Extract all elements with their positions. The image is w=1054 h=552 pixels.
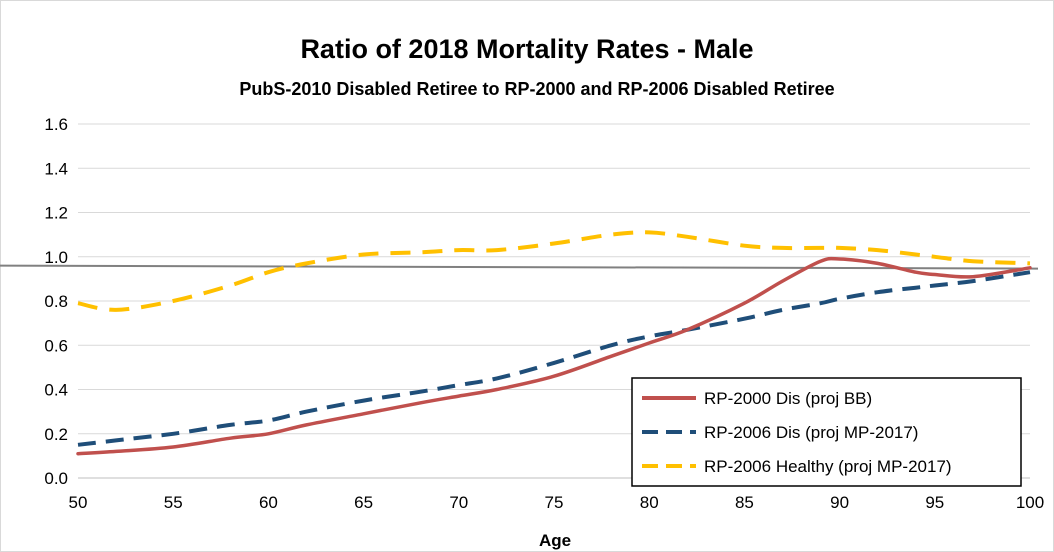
series-lines: [76, 230, 1032, 456]
y-tick-label: 0.0: [44, 469, 68, 488]
x-tick-label: 100: [1016, 493, 1044, 512]
chart-title: Ratio of 2018 Mortality Rates - Male: [300, 34, 753, 64]
legend-items: RP-2000 Dis (proj BB) RP-2006 Dis (proj M…: [642, 389, 952, 476]
y-tick-label: 0.8: [44, 292, 68, 311]
x-axis-label: Age: [539, 531, 571, 550]
x-tick-label: 50: [69, 493, 88, 512]
y-axis-ticks: 0.0 0.2 0.4 0.6 0.8 1.0 1.2 1.4 1.6: [44, 115, 68, 488]
legend-box: [631, 377, 1022, 487]
y-tick-label: 1.4: [44, 159, 68, 178]
chart-subtitle: PubS-2010 Disabled Retiree to RP-2000 an…: [239, 79, 834, 99]
x-tick-label: 60: [259, 493, 278, 512]
x-tick-label: 70: [449, 493, 468, 512]
x-tick-label: 95: [925, 493, 944, 512]
legend-label-2: RP-2006 Dis (proj MP-2017): [704, 423, 918, 442]
y-tick-label: 1.6: [44, 115, 68, 134]
x-tick-label: 90: [830, 493, 849, 512]
y-tick-label: 1.2: [44, 204, 68, 223]
y-tick-label: 0.2: [44, 425, 68, 444]
reference-line: [0, 264, 1039, 270]
x-tick-label: 85: [735, 493, 754, 512]
y-tick-label: 1.0: [44, 248, 68, 267]
y-tick-label: 0.4: [44, 381, 68, 400]
legend-label-3: RP-2006 Healthy (proj MP-2017): [704, 457, 952, 476]
x-tick-label: 80: [640, 493, 659, 512]
x-tick-label: 55: [164, 493, 183, 512]
x-tick-label: 65: [354, 493, 373, 512]
series-line-1: [76, 256, 1032, 456]
legend-label-1: RP-2000 Dis (proj BB): [704, 389, 872, 408]
x-axis-ticks: 50 55 60 65 70 75 80 85 90 95 100: [69, 493, 1045, 512]
y-tick-label: 0.6: [44, 336, 68, 355]
series-line-2: [77, 270, 1031, 447]
x-tick-label: 75: [545, 493, 564, 512]
legend: RP-2000 Dis (proj BB) RP-2006 Dis (proj M…: [631, 377, 1022, 487]
